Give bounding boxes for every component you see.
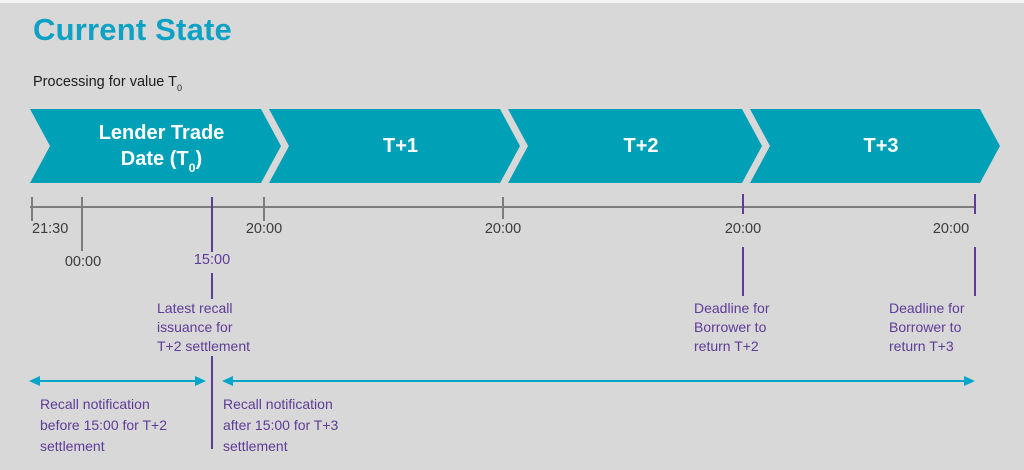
subtitle-subscript: 0 [177,83,182,94]
tick-label-20-00-t1: 20:00 [484,221,522,237]
annotation-deadline-t2: Deadline for Borrower to return T+2 [694,300,770,354]
phase-label: T+3 [863,135,899,157]
tick-20-00-t3 [974,194,976,214]
annotation-deadline-t3: Deadline for Borrower to return T+3 [889,300,965,354]
tick-label-21-30: 21:30 [32,221,69,237]
tick-label-20-00-t0: 20:00 [245,221,283,237]
tick-21-30 [31,197,33,221]
tick-label-20-00-t3: 20:00 [932,221,970,237]
tick-label-20-00-t2: 20:00 [724,221,762,237]
arrowhead-right-icon [964,376,975,386]
phase-label: T+1 [382,135,419,157]
tick-20-00-t2 [742,194,744,214]
tick-20-00-t1 [502,197,504,219]
page-title: Current State [33,12,232,47]
annotation-recall-before: Recall notification before 15:00 for T+2… [40,396,167,454]
top-strip [0,0,1024,3]
connector-deadline-t3 [974,247,976,296]
phase-label: Lender Trade Date (T0) [98,122,225,175]
arrowhead-right-icon [195,376,206,386]
tick-20-00-t0 [263,197,265,221]
recall-after-arrow [222,374,975,388]
phase-label: T+2 [623,135,659,157]
arrowhead-left-icon [29,376,40,386]
tick-00-00 [81,197,83,251]
phase-t3: T+3 [750,109,1000,183]
subtitle-text: Processing for value T [33,74,177,90]
phase-t1: T+1 [269,109,520,183]
annotation-recall-after: Recall notification after 15:00 for T+3 … [223,396,339,454]
recall-before-arrow [29,374,206,388]
tick-15-00 [211,197,213,252]
connector-15-00-lower [211,356,213,449]
phase-lender-trade-date: Lender Trade Date (T0) [30,109,281,183]
tick-label-15-00: 15:00 [193,252,231,268]
tick-label-00-00: 00:00 [64,254,102,270]
arrowhead-left-icon [222,376,233,386]
annotation-latest-recall: Latest recall issuance for T+2 settlemen… [157,300,250,354]
connector-deadline-t2 [742,247,744,296]
subtitle: Processing for value T0 [33,74,182,94]
phase-t2: T+2 [508,109,762,183]
connector-15-00-upper [211,273,213,299]
